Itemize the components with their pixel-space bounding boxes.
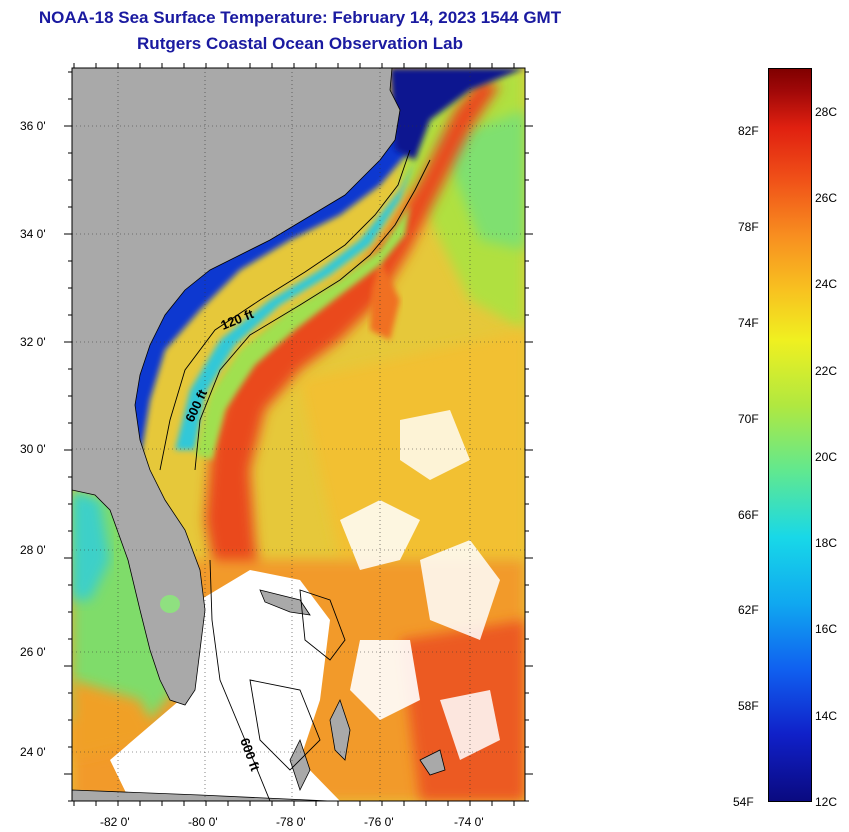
colorbar-c-label: 16C (815, 622, 838, 636)
colorbar-c-label: 22C (815, 364, 838, 378)
colorbar-c-label: 20C (815, 450, 838, 464)
lon-tick-label: -82 0' (100, 815, 130, 829)
lon-tick-label: -78 0' (276, 815, 306, 829)
colorbar-f-label: 54F (733, 795, 754, 809)
colorbar-f-label: 82F (738, 124, 759, 138)
temperature-colorbar (768, 68, 812, 802)
colorbar-c-label: 12C (815, 795, 838, 809)
lat-tick-label: 34 0' (20, 227, 46, 241)
lat-tick-label: 24 0' (20, 745, 46, 759)
colorbar-c-label: 18C (815, 536, 838, 550)
lat-tick-label: 30 0' (20, 442, 46, 456)
lat-axis: 36 0' 34 0' 32 0' 30 0' 28 0' 26 0' 24 0… (20, 119, 46, 759)
lon-tick-label: -76 0' (364, 815, 394, 829)
lon-tick-label: -74 0' (454, 815, 484, 829)
map-title: NOAA-18 Sea Surface Temperature: Februar… (38, 8, 562, 27)
lat-tick-label: 28 0' (20, 543, 46, 557)
lon-tick-label: -80 0' (188, 815, 218, 829)
colorbar-f-label: 74F (738, 316, 759, 330)
axis-ticks (64, 63, 533, 806)
bathymetry-contours (159, 149, 431, 801)
bahamas (259, 589, 446, 792)
cloud-cover (110, 410, 500, 801)
colorbar-f-label: 78F (738, 220, 759, 234)
map-subtitle: Rutgers Coastal Ocean Observation Lab (137, 34, 463, 53)
us-mainland (72, 68, 401, 706)
lat-tick-label: 26 0' (20, 645, 46, 659)
colorbar-f-label: 70F (738, 412, 759, 426)
lat-tick-label: 32 0' (20, 335, 46, 349)
colorbar-c-label: 14C (815, 709, 838, 723)
map-image (72, 68, 525, 801)
colorbar-f-label: 62F (738, 603, 759, 617)
map-frame (71, 67, 526, 802)
cuba (72, 789, 331, 801)
colorbar-c-label: 26C (815, 191, 838, 205)
colorbar-c-label: 28C (815, 105, 838, 119)
lake-okeechobee (160, 595, 180, 613)
colorbar-f-label: 66F (738, 508, 759, 522)
lon-axis: -82 0' -80 0' -78 0' -76 0' -74 0' (100, 815, 484, 829)
colorbar-c-label: 24C (815, 277, 838, 291)
lat-tick-label: 36 0' (20, 119, 46, 133)
gulf-stream (205, 80, 500, 580)
colorbar-f-label: 58F (738, 699, 759, 713)
